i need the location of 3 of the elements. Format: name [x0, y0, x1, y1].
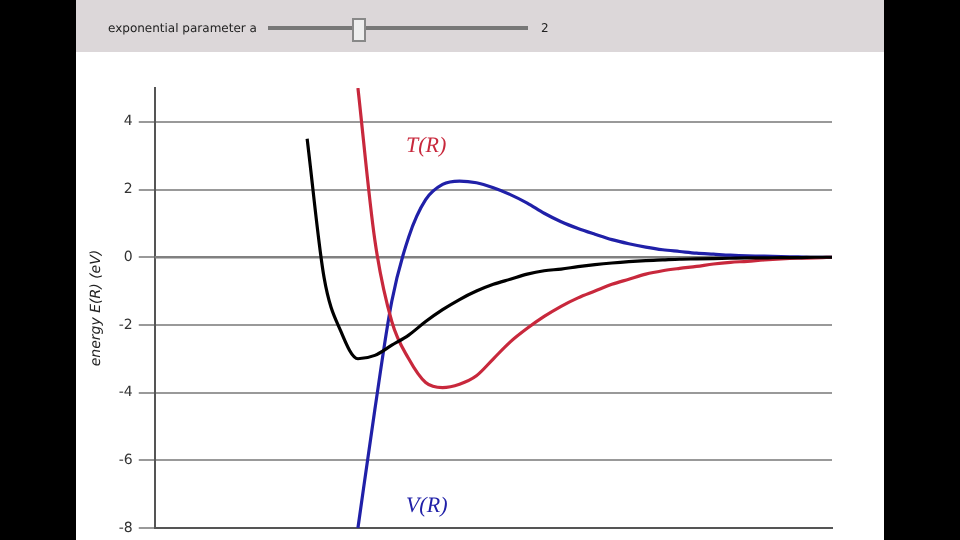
series-label: V(R) [405, 494, 449, 518]
line-series [305, 137, 834, 361]
series-label: T(R) [405, 134, 447, 158]
